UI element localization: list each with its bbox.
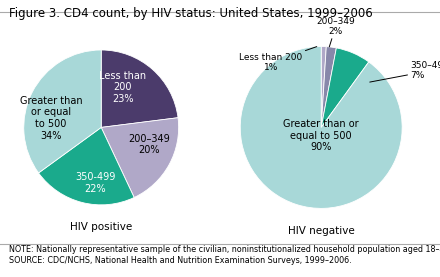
Text: 200–349
20%: 200–349 20% <box>128 134 170 155</box>
Text: Greater than or
equal to 500
90%: Greater than or equal to 500 90% <box>283 119 359 152</box>
Text: 350-499
22%: 350-499 22% <box>75 172 115 194</box>
Wedge shape <box>101 118 179 198</box>
Wedge shape <box>321 47 336 127</box>
Wedge shape <box>101 50 178 127</box>
Wedge shape <box>321 47 326 127</box>
Wedge shape <box>24 50 101 173</box>
Text: 200–349
2%: 200–349 2% <box>316 17 355 47</box>
Wedge shape <box>240 47 402 208</box>
Wedge shape <box>39 127 134 205</box>
Text: HIV positive: HIV positive <box>70 222 132 232</box>
Text: Less than 200
1%: Less than 200 1% <box>239 47 317 72</box>
Text: HIV negative: HIV negative <box>288 226 355 236</box>
Text: Figure 3. CD4 count, by HIV status: United States, 1999–2006: Figure 3. CD4 count, by HIV status: Unit… <box>9 7 373 20</box>
Text: 350–499
7%: 350–499 7% <box>370 61 440 82</box>
Text: NOTE: Nationally representative sample of the civilian, noninstitutionalized hou: NOTE: Nationally representative sample o… <box>9 245 440 265</box>
Wedge shape <box>321 48 369 127</box>
Text: Less than
200
23%: Less than 200 23% <box>99 71 147 104</box>
Text: Greater than
or equal
to 500
34%: Greater than or equal to 500 34% <box>19 96 82 140</box>
